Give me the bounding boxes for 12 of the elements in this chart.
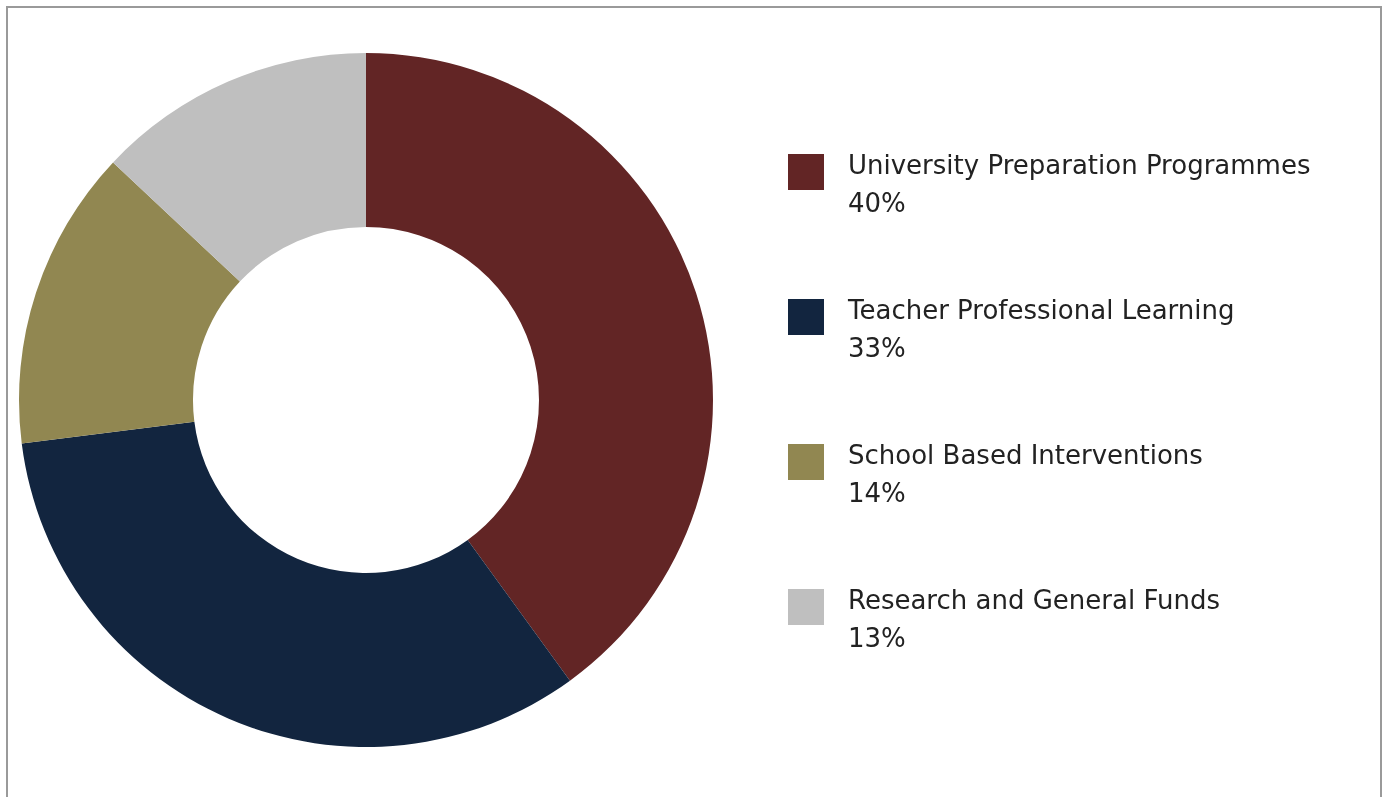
- legend-label: Teacher Professional Learning: [847, 295, 1235, 325]
- donut-slice: [366, 53, 713, 681]
- donut-slice: [113, 53, 366, 282]
- legend-label: Research and General Funds: [848, 585, 1220, 615]
- data-label: 13%: [848, 623, 906, 653]
- legend-label: University Preparation Programmes: [848, 150, 1311, 180]
- data-label: 14%: [848, 478, 906, 508]
- data-label: 40%: [848, 188, 906, 218]
- donut-slice: [19, 162, 240, 444]
- donut-slice: [21, 421, 570, 747]
- data-label: 33%: [848, 333, 906, 363]
- legend-label: School Based Interventions: [848, 440, 1203, 470]
